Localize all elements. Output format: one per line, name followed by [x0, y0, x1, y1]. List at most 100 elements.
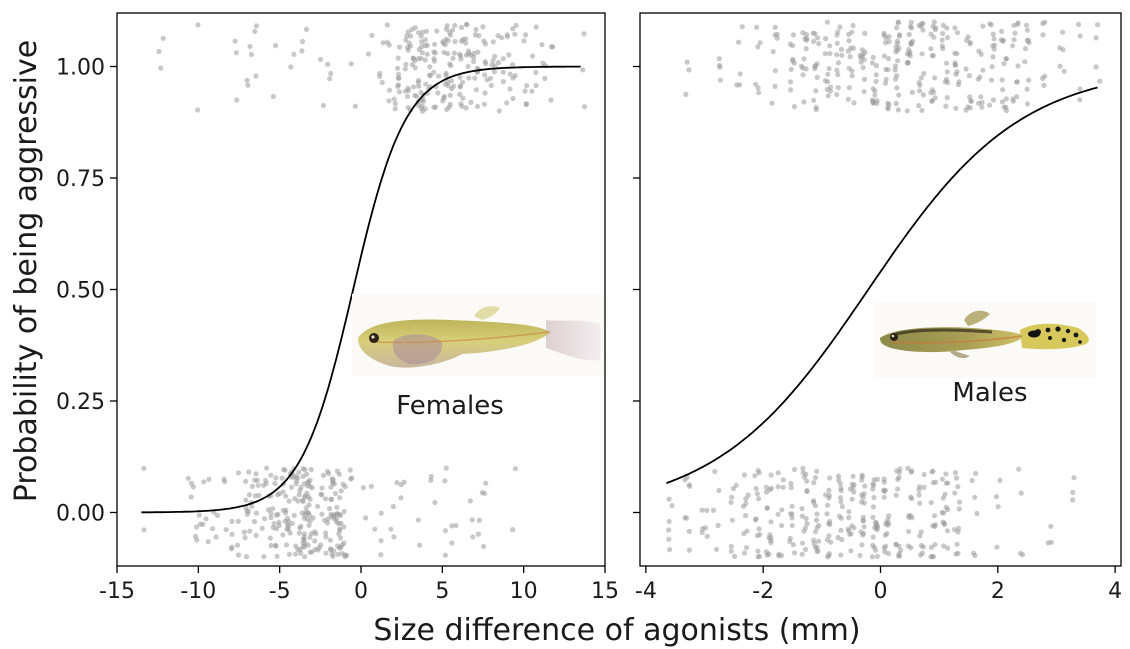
- data-point: [894, 25, 900, 31]
- data-point: [500, 56, 506, 62]
- data-point: [391, 534, 397, 540]
- data-point: [812, 475, 819, 481]
- data-point: [940, 30, 946, 37]
- data-point: [755, 85, 761, 91]
- data-point: [919, 550, 926, 556]
- data-point: [838, 499, 844, 505]
- data-point: [1093, 35, 1099, 41]
- data-point: [341, 524, 347, 530]
- data-point: [918, 529, 924, 535]
- data-point: [440, 40, 446, 47]
- data-point: [190, 484, 196, 490]
- data-point: [799, 506, 805, 512]
- data-point: [310, 515, 316, 521]
- data-point: [799, 540, 806, 546]
- data-point: [963, 66, 969, 72]
- data-point: [815, 538, 822, 544]
- data-point: [482, 90, 488, 96]
- data-point: [710, 507, 717, 513]
- data-point: [860, 518, 866, 524]
- data-point: [770, 49, 776, 55]
- data-point: [263, 477, 269, 483]
- data-point: [449, 86, 455, 92]
- data-point: [908, 494, 914, 500]
- data-point: [372, 526, 378, 532]
- data-point: [324, 520, 330, 526]
- data-point: [471, 58, 477, 65]
- data-point: [704, 507, 710, 513]
- data-point: [945, 35, 951, 41]
- data-point: [365, 51, 372, 57]
- data-point: [814, 74, 820, 80]
- data-point: [1022, 46, 1029, 52]
- data-point: [871, 482, 877, 488]
- data-point: [921, 471, 927, 478]
- data-point: [845, 96, 851, 102]
- data-point: [339, 542, 345, 548]
- data-point: [223, 527, 229, 533]
- data-point: [496, 59, 502, 66]
- data-point: [222, 479, 228, 485]
- data-point: [728, 543, 735, 549]
- data-point: [233, 50, 239, 56]
- data-point: [467, 498, 473, 504]
- data-point: [928, 31, 934, 37]
- data-point: [716, 56, 722, 62]
- data-point: [243, 554, 250, 560]
- data-point: [411, 84, 417, 90]
- data-point: [997, 477, 1003, 483]
- data-point: [929, 53, 935, 59]
- data-point: [993, 494, 1000, 500]
- data-point: [885, 56, 892, 62]
- plot-area-females: -15 -10 -5 0 5 10 15 0.00 0.25 0.50 0.75 1.00: [56, 12, 619, 604]
- data-point: [895, 58, 901, 64]
- data-point: [822, 78, 829, 84]
- data-point: [954, 51, 960, 57]
- data-point: [395, 83, 401, 89]
- data-point: [253, 73, 259, 79]
- data-point: [442, 552, 448, 558]
- data-point: [822, 51, 828, 57]
- data-point: [338, 488, 344, 494]
- data-point: [847, 54, 853, 60]
- data-point: [945, 507, 951, 513]
- data-point: [480, 24, 486, 30]
- data-point: [973, 470, 979, 476]
- data-point: [323, 550, 329, 556]
- data-point: [775, 470, 781, 476]
- x-tick-label: -4: [635, 579, 657, 604]
- fitted-curve-males: [666, 86, 1098, 484]
- data-point: [813, 88, 819, 94]
- data-point: [816, 41, 822, 47]
- data-point: [293, 473, 299, 479]
- data-point: [846, 515, 852, 521]
- data-point: [823, 492, 829, 498]
- data-point: [1012, 30, 1018, 36]
- data-point: [271, 520, 277, 527]
- data-point: [763, 484, 770, 490]
- data-point: [348, 476, 354, 482]
- data-point: [929, 469, 935, 475]
- data-point: [450, 27, 456, 33]
- data-point: [463, 105, 469, 111]
- data-point: [835, 85, 841, 91]
- data-point: [280, 532, 286, 538]
- data-point: [431, 69, 437, 75]
- data-point: [975, 76, 981, 82]
- data-point: [388, 526, 394, 532]
- data-point: [943, 471, 949, 477]
- data-point: [447, 92, 453, 98]
- data-point: [979, 99, 985, 106]
- data-point: [801, 474, 808, 480]
- data-point: [715, 522, 721, 529]
- data-point: [242, 535, 248, 541]
- panel-males: -4 -2 0 2 4 Males: [633, 12, 1122, 604]
- data-point: [347, 467, 353, 473]
- data-point: [930, 554, 937, 560]
- data-point: [384, 39, 390, 45]
- points-females: [141, 21, 588, 560]
- data-point: [849, 29, 855, 35]
- x-tick-label: 2: [991, 579, 1005, 604]
- data-point: [319, 511, 325, 517]
- data-point: [896, 474, 902, 480]
